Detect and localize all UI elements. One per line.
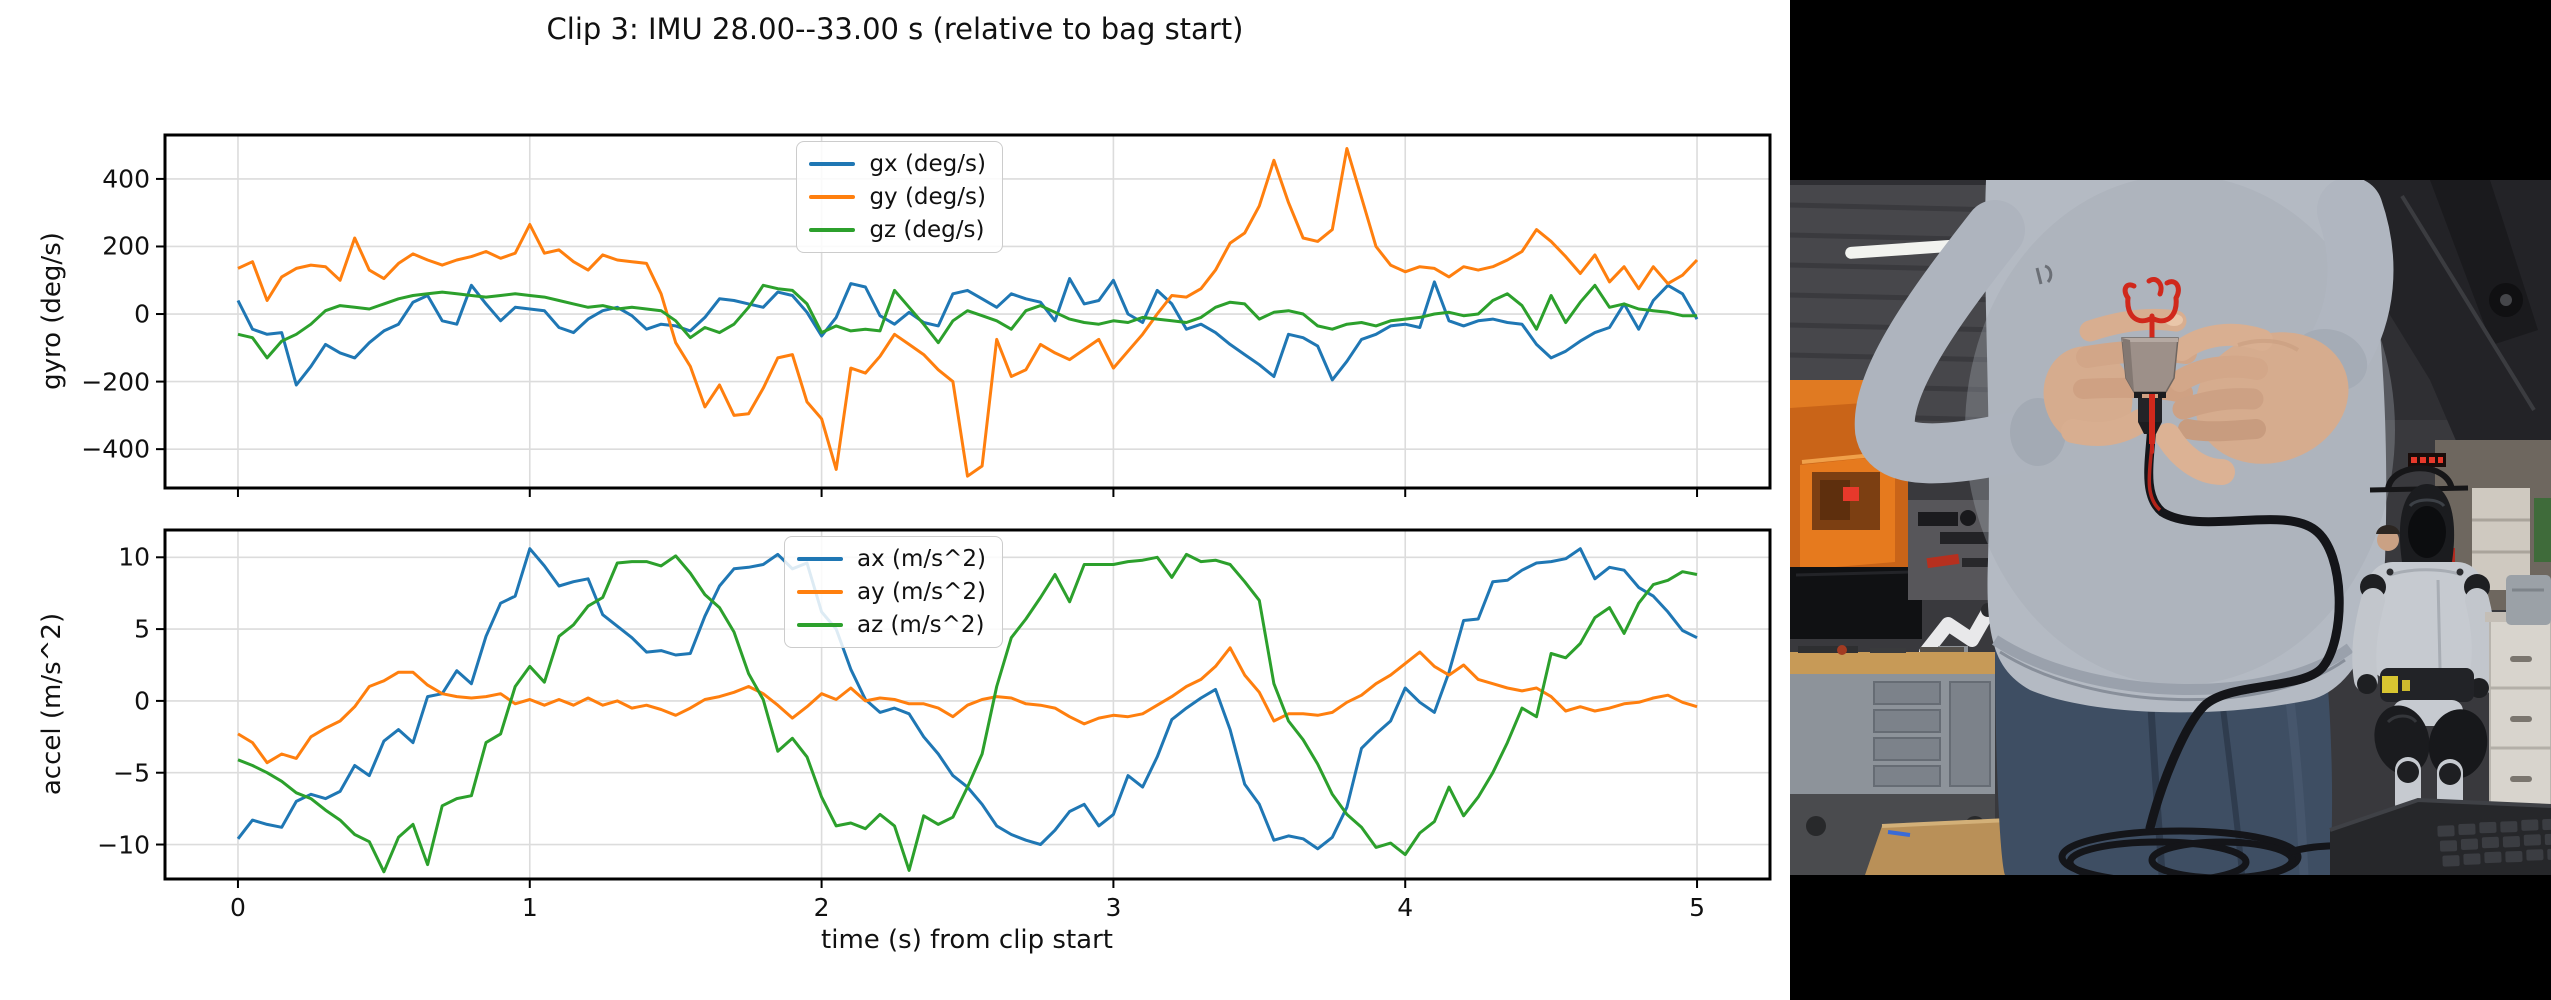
legend-line-swatch — [809, 195, 856, 199]
legend-label: ax (m/s^2) — [856, 546, 986, 572]
cable-coil — [2058, 827, 2360, 875]
y-tick-label: −400 — [81, 434, 150, 464]
bench-clutter — [1837, 645, 1847, 655]
keyboard-keys — [2437, 818, 2551, 867]
estop-button — [1843, 487, 1859, 501]
red-stripe — [2149, 394, 2155, 444]
gyro-legend: gx (deg/s) gy (deg/s) gz (deg/s) — [796, 141, 1003, 253]
right-hand — [2155, 323, 2349, 485]
y-tick-label: 200 — [102, 231, 150, 261]
gray-box — [2506, 575, 2551, 625]
cable — [2058, 419, 2360, 875]
chart-1 — [156, 528, 1772, 888]
hoodie-logo — [2035, 264, 2053, 285]
head-cage — [2385, 465, 2455, 491]
legend-label: gy (deg/s) — [869, 184, 986, 210]
blue-pen — [1887, 830, 1911, 837]
legend-line-swatch — [809, 228, 856, 232]
hoodie-hem — [1991, 635, 2354, 695]
workbench — [1790, 645, 1995, 674]
white-cabinet — [2485, 575, 2551, 806]
series-gy — [237, 147, 1699, 478]
red-tool — [1926, 553, 1960, 569]
legend-line-swatch — [796, 557, 843, 561]
x-tick-label: 4 — [1397, 893, 1414, 922]
x-tick-label: 1 — [521, 893, 538, 922]
tool-wall — [1908, 500, 2000, 600]
letterbox-bottom — [1790, 875, 2551, 1000]
thumb — [2155, 423, 2235, 485]
legend-label: gz (deg/s) — [869, 217, 985, 243]
x-tick-label: 2 — [813, 893, 830, 922]
legend-item: ay (m/s^2) — [796, 579, 986, 605]
x-tick-label: 3 — [1105, 893, 1122, 922]
bystander-face — [2377, 529, 2399, 551]
yellow-tape — [2382, 676, 2398, 693]
robot-waist — [2380, 668, 2474, 702]
camera-frame-photo — [1790, 0, 2551, 1000]
y-tick-label: 0 — [134, 686, 150, 716]
accel-legend: ax (m/s^2) ay (m/s^2) az (m/s^2) — [783, 536, 1003, 648]
y-tick-label: −5 — [113, 758, 150, 788]
chart-0 — [156, 133, 1772, 497]
right-sleeve — [2305, 180, 2394, 385]
legend-label: gx (deg/s) — [869, 151, 986, 177]
right-dark-structure — [2350, 180, 2551, 520]
red-led-sign — [2408, 453, 2446, 467]
charts-canvas — [156, 133, 1772, 888]
legend-line-swatch — [809, 162, 856, 166]
y-tick-label: 5 — [134, 614, 150, 644]
letterbox-top — [1790, 0, 2551, 180]
legend-label: ay (m/s^2) — [856, 579, 986, 605]
background-shelf — [2472, 488, 2530, 590]
y-tick-label: −10 — [97, 830, 150, 860]
robot-legs — [2395, 757, 2463, 817]
monitor — [1790, 567, 1922, 639]
legend-item: gx (deg/s) — [809, 151, 986, 177]
person — [1854, 180, 2395, 875]
x-tick-label: 5 — [1689, 893, 1705, 922]
legend-item: gz (deg/s) — [809, 217, 986, 243]
camera-frame — [1790, 0, 2551, 1000]
humanoid-robot — [2352, 453, 2496, 817]
y-tick-label: −200 — [81, 367, 150, 397]
imu-figure: Clip 3: IMU 28.00--33.00 s (relative to … — [37, 12, 1772, 955]
y-tick-label: 0 — [134, 299, 150, 329]
axes-frame — [163, 528, 1772, 881]
robot-head — [2399, 484, 2455, 571]
legend-item: az (m/s^2) — [796, 612, 986, 638]
legend-item: gy (deg/s) — [809, 184, 986, 210]
connector — [2121, 277, 2181, 512]
figure-title: Clip 3: IMU 28.00--33.00 s (relative to … — [546, 12, 1244, 46]
series-gz — [237, 283, 1697, 360]
series-ay — [237, 646, 1698, 765]
legend-item: ax (m/s^2) — [796, 546, 986, 572]
legend-line-swatch — [796, 590, 843, 594]
laptop — [2329, 797, 2551, 875]
legend-line-swatch — [796, 623, 843, 627]
y-tick-label: 400 — [102, 164, 150, 194]
legend-label: az (m/s^2) — [856, 612, 985, 638]
y-tick-label: 10 — [118, 542, 150, 572]
left-sleeve — [1854, 200, 2045, 484]
x-axis-label: time (s) from clip start — [821, 925, 1113, 955]
robot-arms — [2352, 588, 2496, 698]
x-tick-label: 0 — [230, 893, 246, 922]
series-az — [237, 552, 1698, 874]
axes-frame — [163, 133, 1772, 490]
green-object — [2534, 498, 2551, 562]
